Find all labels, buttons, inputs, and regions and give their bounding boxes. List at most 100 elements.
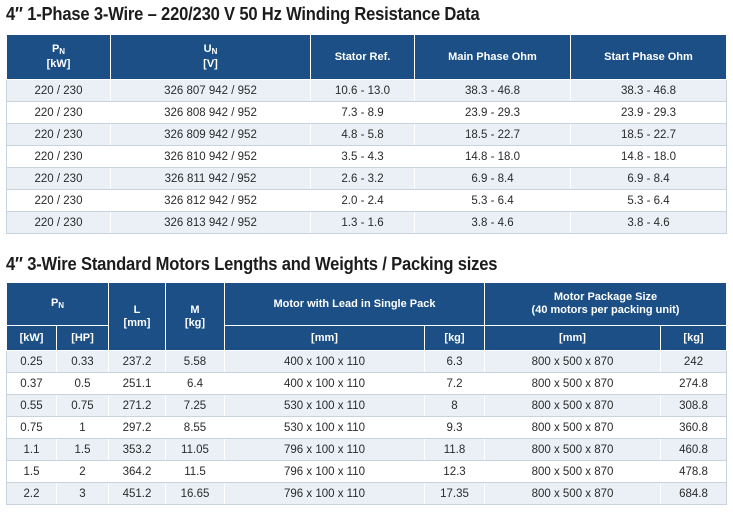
cell-package-kg: 360.8 bbox=[659, 416, 728, 439]
cell-kw: 0.25 bbox=[6, 350, 57, 373]
cell-pn: 220 / 230 bbox=[6, 145, 111, 168]
motors-section-title: 4″ 3-Wire Standard Motors Lengths and We… bbox=[6, 254, 498, 274]
cell-package-mm: 800 x 500 x 870 bbox=[484, 350, 661, 373]
cell-un: 326 813 942 / 952 bbox=[110, 211, 311, 234]
header-pn-unit: [kW] bbox=[46, 58, 71, 70]
cell-main-phase-ohm: 3.8 - 4.6 bbox=[414, 211, 571, 234]
cell-package-kg: 308.8 bbox=[659, 394, 728, 417]
cell-single-pack-mm: 796 x 100 x 110 bbox=[224, 482, 425, 505]
cell-mass: 11.05 bbox=[165, 438, 225, 461]
header-package-kg: [kg] bbox=[659, 325, 728, 351]
cell-length: 297.2 bbox=[108, 416, 166, 439]
table-row: 0.55 0.75 271.2 7.25 530 x 100 x 110 8 800 x 5… bbox=[6, 394, 728, 417]
cell-stator-ref: 2.0 - 2.4 bbox=[310, 189, 415, 212]
table-row: 220 / 230 326 808 942 / 952 7.3 - 8.9 23.9 … bbox=[6, 101, 727, 124]
header-un: UN [V] bbox=[110, 34, 311, 80]
cell-pn: 220 / 230 bbox=[6, 211, 111, 234]
cell-un: 326 810 942 / 952 bbox=[110, 145, 311, 168]
cell-single-pack-mm: 796 x 100 x 110 bbox=[224, 438, 425, 461]
cell-length: 251.1 bbox=[108, 372, 166, 395]
cell-kw: 0.75 bbox=[6, 416, 57, 439]
header-kw: [kW] bbox=[6, 325, 57, 351]
header-single-pack-kg: [kg] bbox=[424, 325, 485, 351]
cell-single-pack-kg: 8 bbox=[424, 394, 485, 417]
header-single-pack-mm: [mm] bbox=[224, 325, 425, 351]
cell-hp: 1 bbox=[56, 416, 109, 439]
table-row: 0.75 1 297.2 8.55 530 x 100 x 110 9.3 800 x 50… bbox=[6, 416, 728, 439]
cell-length: 353.2 bbox=[108, 438, 166, 461]
cell-package-mm: 800 x 500 x 870 bbox=[484, 482, 661, 505]
cell-package-kg: 478.8 bbox=[659, 460, 728, 483]
cell-package-kg: 460.8 bbox=[659, 438, 728, 461]
motors-header-row-units: [kW] [HP] [mm] [kg] [mm] [kg] bbox=[6, 325, 728, 351]
header-un-unit: [V] bbox=[203, 58, 218, 70]
table-row: 220 / 230 326 809 942 / 952 4.8 - 5.8 18.5 … bbox=[6, 123, 727, 146]
header-pn-subscript: N bbox=[59, 47, 66, 56]
cell-length: 364.2 bbox=[108, 460, 166, 483]
cell-un: 326 811 942 / 952 bbox=[110, 167, 311, 190]
cell-pn: 220 / 230 bbox=[6, 123, 111, 146]
cell-single-pack-kg: 7.2 bbox=[424, 372, 485, 395]
cell-package-mm: 800 x 500 x 870 bbox=[484, 460, 661, 483]
cell-stator-ref: 1.3 - 1.6 bbox=[310, 211, 415, 234]
cell-stator-ref: 7.3 - 8.9 bbox=[310, 101, 415, 124]
cell-start-phase-ohm: 23.9 - 29.3 bbox=[570, 101, 727, 124]
header-start-phase-ohm: Start Phase Ohm bbox=[570, 34, 727, 80]
cell-hp: 2 bbox=[56, 460, 109, 483]
table-row: 220 / 230 326 810 942 / 952 3.5 - 4.3 14.8 … bbox=[6, 145, 727, 168]
cell-single-pack-mm: 530 x 100 x 110 bbox=[224, 394, 425, 417]
cell-un: 326 812 942 / 952 bbox=[110, 189, 311, 212]
cell-start-phase-ohm: 6.9 - 8.4 bbox=[570, 167, 727, 190]
winding-header-row: PN [kW] UN [V] Stator Ref. Main Phase Oh… bbox=[6, 34, 727, 80]
cell-package-mm: 800 x 500 x 870 bbox=[484, 394, 661, 417]
cell-length: 271.2 bbox=[108, 394, 166, 417]
cell-start-phase-ohm: 18.5 - 22.7 bbox=[570, 123, 727, 146]
cell-single-pack-kg: 6.3 bbox=[424, 350, 485, 373]
cell-single-pack-kg: 12.3 bbox=[424, 460, 485, 483]
cell-start-phase-ohm: 38.3 - 46.8 bbox=[570, 79, 727, 102]
cell-hp: 1.5 bbox=[56, 438, 109, 461]
cell-pn: 220 / 230 bbox=[6, 79, 111, 102]
cell-pn: 220 / 230 bbox=[6, 101, 111, 124]
header-main-phase-ohm: Main Phase Ohm bbox=[414, 34, 571, 80]
winding-section-title: 4″ 1-Phase 3-Wire – 220/230 V 50 Hz Wind… bbox=[6, 4, 480, 24]
cell-kw: 0.55 bbox=[6, 394, 57, 417]
winding-table-body: 220 / 230 326 807 942 / 952 10.6 - 13.0 38.… bbox=[6, 79, 727, 234]
cell-main-phase-ohm: 6.9 - 8.4 bbox=[414, 167, 571, 190]
cell-un: 326 809 942 / 952 bbox=[110, 123, 311, 146]
header-pn-subscript: N bbox=[58, 300, 65, 310]
header-length-unit: [mm] bbox=[123, 316, 151, 329]
cell-un: 326 807 942 / 952 bbox=[110, 79, 311, 102]
header-package-mm: [mm] bbox=[484, 325, 661, 351]
cell-mass: 11.5 bbox=[165, 460, 225, 483]
cell-stator-ref: 10.6 - 13.0 bbox=[310, 79, 415, 102]
cell-package-mm: 800 x 500 x 870 bbox=[484, 372, 661, 395]
cell-mass: 7.25 bbox=[165, 394, 225, 417]
cell-main-phase-ohm: 14.8 - 18.0 bbox=[414, 145, 571, 168]
cell-hp: 3 bbox=[56, 482, 109, 505]
cell-main-phase-ohm: 5.3 - 6.4 bbox=[414, 189, 571, 212]
table-row: 220 / 230 326 807 942 / 952 10.6 - 13.0 38.… bbox=[6, 79, 727, 102]
cell-kw: 1.5 bbox=[6, 460, 57, 483]
cell-un: 326 808 942 / 952 bbox=[110, 101, 311, 124]
header-stator-ref: Stator Ref. bbox=[310, 34, 415, 80]
table-row: 0.25 0.33 237.2 5.58 400 x 100 x 110 6.3 800 x… bbox=[6, 350, 728, 373]
cell-mass: 8.55 bbox=[165, 416, 225, 439]
cell-single-pack-kg: 11.8 bbox=[424, 438, 485, 461]
cell-main-phase-ohm: 18.5 - 22.7 bbox=[414, 123, 571, 146]
header-un-subscript: N bbox=[211, 47, 218, 56]
cell-mass: 16.65 bbox=[165, 482, 225, 505]
header-mass-symbol: M bbox=[190, 303, 200, 316]
header-pn-group: PN bbox=[6, 282, 109, 326]
table-row: 220 / 230 326 811 942 / 952 2.6 - 3.2 6.9 -… bbox=[6, 167, 727, 190]
header-package-size: Motor Package Size (40 motors per packin… bbox=[483, 282, 728, 326]
cell-main-phase-ohm: 23.9 - 29.3 bbox=[414, 101, 571, 124]
cell-single-pack-kg: 9.3 bbox=[424, 416, 485, 439]
cell-pn: 220 / 230 bbox=[6, 167, 111, 190]
cell-kw: 1.1 bbox=[6, 438, 57, 461]
cell-pn: 220 / 230 bbox=[6, 189, 111, 212]
cell-length: 237.2 bbox=[108, 350, 166, 373]
cell-package-mm: 800 x 500 x 870 bbox=[484, 416, 661, 439]
motors-table: PN L [mm] M [kg] Motor with Lead in Sing… bbox=[6, 282, 728, 505]
winding-resistance-table: PN [kW] UN [V] Stator Ref. Main Phase Oh… bbox=[6, 34, 727, 234]
